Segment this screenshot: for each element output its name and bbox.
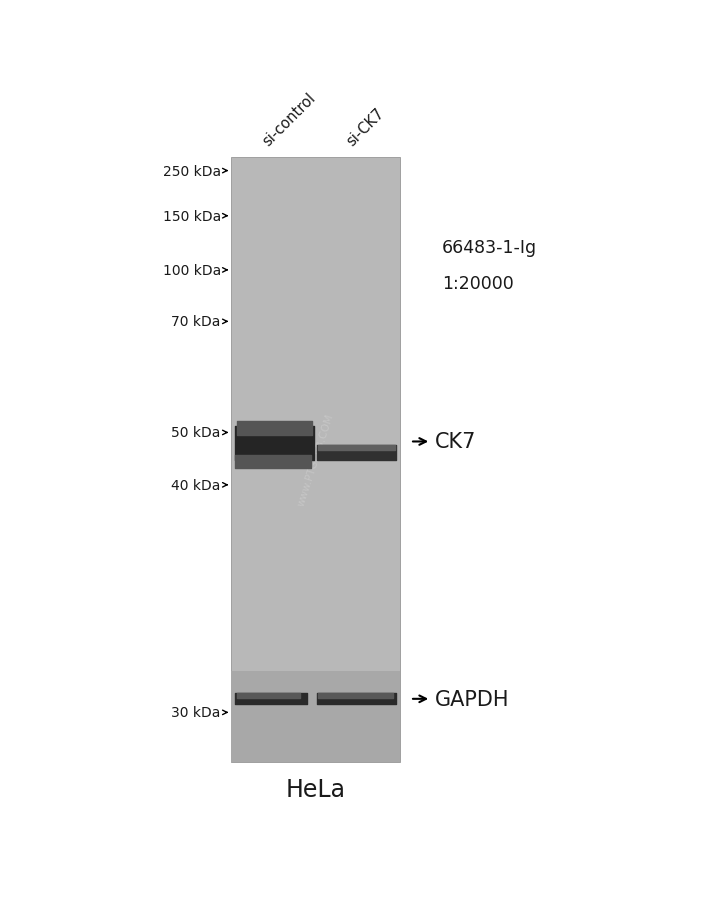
Text: si-control: si-control — [259, 90, 318, 149]
Text: www.PTGLAB.COM: www.PTGLAB.COM — [296, 412, 335, 508]
Text: 1:20000: 1:20000 — [442, 275, 513, 293]
Text: CK7: CK7 — [435, 432, 476, 452]
Text: 66483-1-Ig: 66483-1-Ig — [442, 239, 537, 257]
Text: 70 kDa: 70 kDa — [172, 315, 221, 329]
Bar — [231, 671, 400, 762]
Text: si-CK7: si-CK7 — [343, 106, 387, 149]
Text: HeLa: HeLa — [285, 778, 346, 801]
Text: 250 kDa: 250 kDa — [163, 164, 221, 179]
Text: 150 kDa: 150 kDa — [163, 209, 221, 224]
Text: 40 kDa: 40 kDa — [172, 478, 221, 492]
Text: GAPDH: GAPDH — [435, 689, 509, 709]
Text: 50 kDa: 50 kDa — [172, 426, 221, 440]
Text: 100 kDa: 100 kDa — [163, 263, 221, 278]
Bar — [231, 158, 400, 762]
Text: 30 kDa: 30 kDa — [172, 705, 221, 720]
